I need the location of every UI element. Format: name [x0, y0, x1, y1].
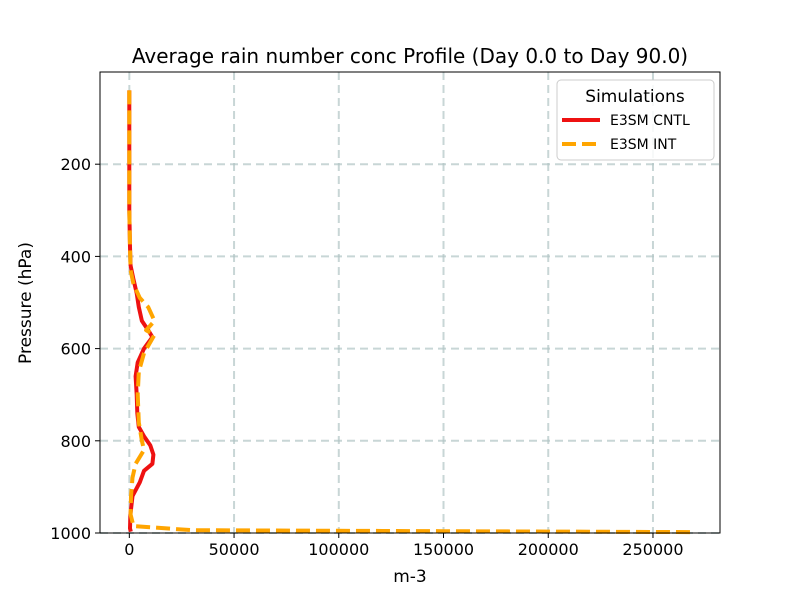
x-tick-label-5: 250000: [622, 540, 683, 559]
series-layer: [127, 90, 695, 535]
y-tick-label-3: 800: [60, 432, 91, 451]
legend-label-0: E3SM CNTL: [610, 113, 690, 129]
legend-box: [556, 79, 715, 161]
series-line-1: [127, 90, 695, 535]
legend-items: E3SM CNTL E3SM INT: [562, 113, 690, 153]
grid: [100, 72, 720, 534]
y-tick-label-0: 200: [60, 155, 91, 174]
y-tick-label-4: 1000: [50, 524, 91, 543]
x-tick-label-3: 150000: [413, 540, 474, 559]
legend-label-1: E3SM INT: [610, 137, 677, 153]
x-tick-label-4: 200000: [518, 540, 579, 559]
x-tick-label-1: 50000: [209, 540, 260, 559]
x-tick-label-2: 100000: [308, 540, 369, 559]
y-tick-label-1: 400: [60, 247, 91, 266]
chart-title: Average rain number conc Profile (Day 0.…: [132, 44, 688, 68]
x-tick-label-0: 0: [124, 540, 134, 559]
legend: Simulations E3SM CNTL E3SM INT: [556, 79, 715, 161]
y-tick-label-2: 600: [60, 340, 91, 359]
plot-frame: [99, 71, 721, 534]
legend-title: Simulations: [585, 87, 685, 107]
x-axis-label: m-3: [393, 567, 427, 587]
ticks: 0 50000 100000 150000 200000 250000 200 400 600 8…: [50, 155, 683, 559]
y-axis-label: Pressure (hPa): [16, 242, 36, 364]
